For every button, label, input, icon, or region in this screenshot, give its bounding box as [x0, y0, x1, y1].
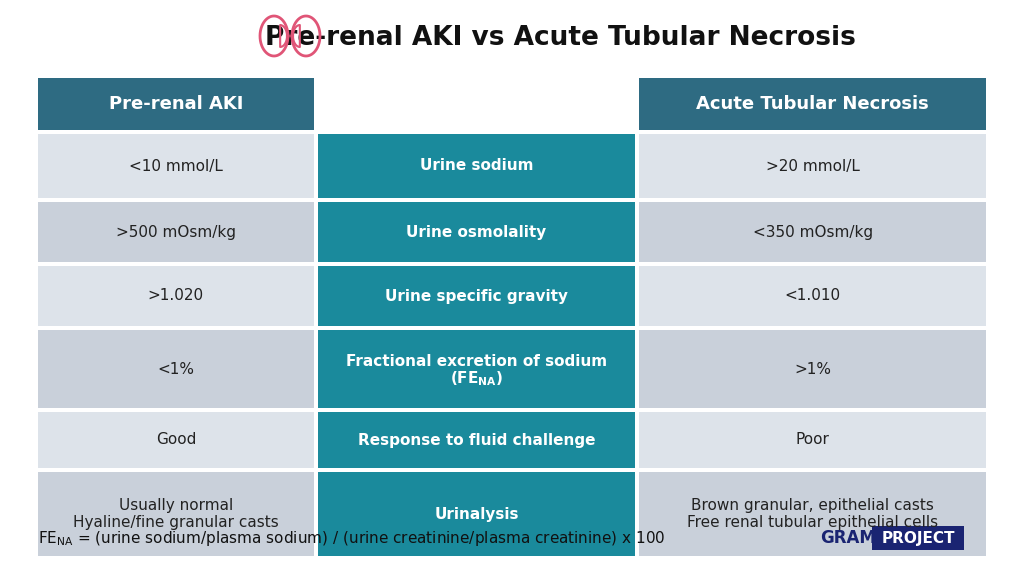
Text: (FE$_{\mathregular{NA}}$): (FE$_{\mathregular{NA}}$) — [450, 370, 503, 388]
Text: <1.010: <1.010 — [784, 289, 841, 304]
Bar — [38, 202, 313, 262]
Bar — [38, 266, 313, 326]
Text: <10 mmol/L: <10 mmol/L — [129, 158, 223, 173]
Text: Pre-renal AKI vs Acute Tubular Necrosis: Pre-renal AKI vs Acute Tubular Necrosis — [264, 25, 855, 51]
Bar — [639, 266, 986, 326]
Bar — [317, 412, 635, 468]
Text: Urine specific gravity: Urine specific gravity — [385, 289, 568, 304]
Bar — [639, 330, 986, 408]
Text: Urine sodium: Urine sodium — [420, 158, 534, 173]
Text: FE$_{\mathregular{NA}}$ = (urine sodium/plasma sodium) / (urine creatinine/plasm: FE$_{\mathregular{NA}}$ = (urine sodium/… — [38, 529, 666, 548]
Bar — [38, 472, 313, 556]
Text: Acute Tubular Necrosis: Acute Tubular Necrosis — [696, 95, 929, 113]
Bar — [317, 472, 635, 556]
Text: PROJECT: PROJECT — [882, 530, 954, 545]
Text: GRAM: GRAM — [820, 529, 876, 547]
Text: >1%: >1% — [795, 362, 831, 377]
Text: >500 mOsm/kg: >500 mOsm/kg — [116, 225, 236, 240]
Bar — [639, 412, 986, 468]
Bar — [317, 330, 635, 408]
Bar — [639, 202, 986, 262]
Text: Usually normal
Hyaline/fine granular casts: Usually normal Hyaline/fine granular cas… — [73, 498, 279, 530]
Text: >1.020: >1.020 — [147, 289, 204, 304]
Text: <1%: <1% — [158, 362, 195, 377]
Text: Urinalysis: Urinalysis — [434, 506, 519, 521]
Bar — [38, 330, 313, 408]
Text: Urine osmolality: Urine osmolality — [407, 225, 547, 240]
Text: Pre-renal AKI: Pre-renal AKI — [109, 95, 243, 113]
Text: Poor: Poor — [796, 433, 829, 448]
Text: >20 mmol/L: >20 mmol/L — [766, 158, 859, 173]
Bar — [317, 266, 635, 326]
Bar — [639, 472, 986, 556]
Text: Brown granular, epithelial casts
Free renal tubular epithelial cells: Brown granular, epithelial casts Free re… — [687, 498, 938, 530]
Bar — [639, 134, 986, 198]
Bar — [872, 526, 964, 550]
Bar — [38, 134, 313, 198]
Text: Good: Good — [156, 433, 196, 448]
Bar — [317, 134, 635, 198]
Bar — [38, 412, 313, 468]
Text: Response to fluid challenge: Response to fluid challenge — [357, 433, 595, 448]
Text: <350 mOsm/kg: <350 mOsm/kg — [753, 225, 872, 240]
Bar — [639, 78, 986, 130]
Bar — [317, 202, 635, 262]
Bar — [38, 78, 313, 130]
Text: Fractional excretion of sodium: Fractional excretion of sodium — [346, 354, 607, 369]
